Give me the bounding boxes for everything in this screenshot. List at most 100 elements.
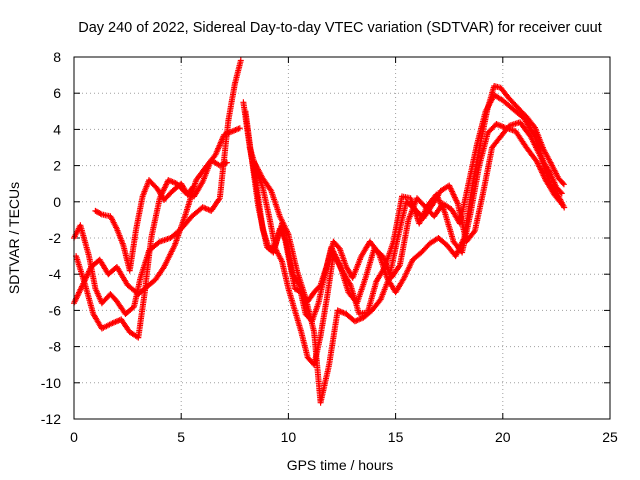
plus-marker-segment: [152, 265, 167, 283]
plus-marker-segment: [298, 329, 311, 359]
plus-marker-segment: [279, 258, 291, 290]
y-tick-label: -8: [49, 339, 62, 355]
plus-marker-segment: [497, 84, 512, 101]
plus-marker-segment: [317, 296, 330, 339]
plus-marker-segment: [276, 213, 291, 236]
y-tick-label: 6: [53, 85, 61, 101]
plus-marker-segment: [465, 142, 480, 187]
plus-marker-segment: [126, 227, 139, 274]
y-tick-label: -2: [49, 230, 62, 246]
plus-marker-segment: [81, 280, 96, 316]
plus-marker-segment: [225, 82, 238, 124]
plus-marker-segment: [381, 240, 396, 270]
plus-marker-segment: [302, 294, 317, 334]
plus-marker-segment: [255, 204, 270, 249]
plot-frame: [73, 56, 611, 420]
plus-marker-segment: [216, 159, 230, 169]
plus-marker-segment: [285, 285, 298, 312]
plus-marker-segment: [296, 282, 309, 316]
plus-marker-segment: [396, 218, 412, 269]
plus-marker-segment: [420, 203, 435, 222]
plus-marker-segment: [429, 189, 443, 209]
plus-marker-segment: [283, 238, 296, 276]
plus-marker-segment: [512, 128, 529, 149]
plus-marker-segment: [324, 253, 337, 301]
plus-marker-segment: [454, 200, 469, 243]
plus-marker-segment: [73, 253, 88, 285]
plus-marker-segment: [161, 243, 177, 270]
y-tick-label: -10: [41, 375, 61, 391]
plus-marker-segment: [259, 175, 274, 193]
plus-marker-segment: [401, 258, 415, 281]
plus-marker-segment: [534, 159, 548, 182]
plus-marker-segment: [276, 225, 289, 243]
plus-marker-segment: [212, 133, 227, 158]
plus-marker-segment: [122, 304, 136, 317]
x-axis-label: GPS time / hours: [287, 457, 394, 473]
plus-marker-segment: [499, 97, 516, 112]
plus-marker-segment: [469, 137, 484, 187]
plus-marker-segment: [403, 198, 417, 211]
plus-marker-segment: [139, 178, 152, 200]
plus-marker-segment: [77, 222, 92, 258]
plus-marker-segment: [336, 245, 349, 269]
plus-marker-segment: [326, 309, 341, 368]
plus-marker-segment: [523, 113, 537, 130]
plus-marker-segment: [184, 183, 197, 198]
x-tick-label: 20: [495, 429, 511, 445]
plus-marker-segment: [377, 276, 392, 303]
y-tick-label: 0: [53, 194, 61, 210]
plus-marker-segment: [491, 92, 505, 103]
plus-marker-segment: [171, 213, 188, 249]
plus-marker-segment: [517, 119, 533, 139]
plus-marker-segment: [259, 184, 272, 218]
x-tick-label: 25: [602, 429, 618, 445]
plus-marker-segment: [90, 311, 104, 331]
plus-marker-segment: [540, 146, 555, 168]
plus-marker-segment: [199, 204, 213, 214]
plus-marker-segment: [386, 236, 401, 281]
y-tick-label: 2: [53, 158, 61, 174]
plus-marker-segment: [463, 229, 477, 245]
chart-title: Day 240 of 2022, Sidereal Day-to-day VTE…: [78, 20, 602, 36]
plus-marker-segment: [435, 235, 449, 248]
plus-marker-segment: [96, 256, 111, 276]
y-tick-label: 4: [53, 121, 61, 137]
plus-marker-segment: [229, 125, 243, 135]
plus-marker-segment: [191, 180, 205, 200]
plus-marker-segment: [330, 238, 342, 251]
plus-marker-segment: [441, 209, 456, 243]
plus-marker-segment: [199, 158, 214, 185]
plus-marker-segment: [409, 250, 424, 263]
plus-marker-segment: [362, 247, 377, 281]
plus-marker-segment: [497, 124, 512, 140]
plus-marker-segment: [349, 254, 364, 281]
plus-marker-segment: [532, 124, 546, 151]
plus-marker-segment: [547, 180, 561, 198]
plus-marker-segment: [285, 231, 300, 272]
plus-marker-segment: [294, 267, 308, 299]
plus-marker-segment: [107, 291, 119, 304]
plus-marker-segment: [474, 110, 489, 147]
plus-marker-segment: [547, 169, 559, 189]
plus-marker-segment: [330, 251, 345, 273]
plus-marker-segment: [135, 291, 148, 341]
plus-marker-segment: [467, 164, 482, 216]
plus-marker-segment: [555, 175, 567, 188]
y-tick-label: -6: [49, 302, 62, 318]
plus-marker-segment: [555, 193, 568, 211]
plus-marker-segment: [394, 200, 409, 241]
y-tick-label: -12: [41, 411, 61, 427]
plus-marker-segment: [266, 213, 279, 251]
plus-marker-segment: [109, 317, 123, 327]
plus-marker-segment: [339, 267, 353, 287]
plus-marker-segment: [317, 363, 332, 406]
plus-marker-segment: [148, 196, 163, 241]
plus-marker-segment: [371, 245, 385, 259]
plus-marker-segment: [315, 272, 328, 307]
plus-marker-segment: [141, 236, 154, 296]
plus-marker-segment: [92, 207, 104, 217]
plus-marker-segment: [523, 144, 540, 164]
